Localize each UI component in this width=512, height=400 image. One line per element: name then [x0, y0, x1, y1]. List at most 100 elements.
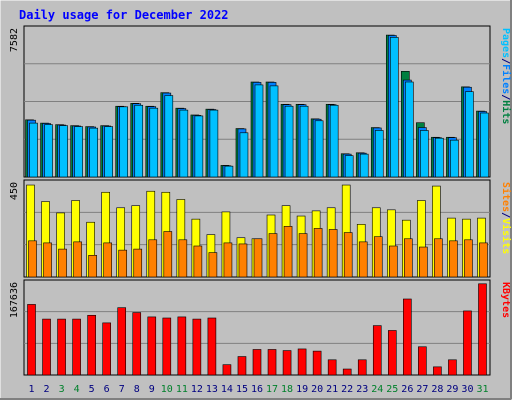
bar-pages [269, 85, 279, 178]
bar-sites [118, 249, 128, 278]
bar-sites [193, 245, 203, 278]
x-tick-label: 1 [29, 384, 35, 395]
bar-pages [389, 37, 399, 178]
x-tick-label: 31 [476, 384, 488, 395]
bar-kbytes [418, 346, 427, 376]
bar-sites [479, 242, 488, 278]
bar-sites [373, 236, 383, 278]
panel-kbytes: 167636 KBytes [9, 279, 511, 376]
bar-sites [283, 226, 293, 278]
bar-sites [43, 242, 52, 278]
bar-kbytes [222, 364, 232, 376]
panel-visits-sites: 450 Sites/Visits [9, 179, 512, 278]
x-tick-label: 14 [221, 384, 233, 395]
bar-sites [328, 229, 338, 278]
bar-kbytes [57, 318, 66, 376]
x-tick-label: 8 [134, 384, 140, 395]
legend: Pages/Files/Hits [500, 28, 512, 124]
bar-pages [149, 107, 159, 178]
bar-sites [449, 240, 458, 278]
y-max-label: 167636 [9, 282, 20, 318]
bar-pages [74, 126, 83, 178]
bar-pages [134, 104, 144, 178]
bar-sites [268, 233, 278, 278]
bar-kbytes [162, 317, 172, 376]
bar-sites [163, 231, 173, 278]
bar-pages [359, 153, 369, 178]
legend-entry: Pages [500, 28, 511, 58]
y-max-label: 7582 [9, 28, 20, 52]
bar-sites [298, 233, 308, 278]
x-tick-label: 18 [281, 384, 293, 395]
bar-pages [194, 115, 204, 178]
x-tick-label: 2 [44, 384, 50, 395]
bar-kbytes [342, 368, 352, 376]
bar-kbytes [147, 316, 157, 376]
bar-sites [388, 245, 398, 278]
bar-sites [208, 252, 218, 278]
bar-kbytes [177, 316, 187, 376]
bar-kbytes [387, 330, 397, 376]
bar-sites [133, 248, 143, 278]
bar-kbytes [102, 322, 111, 376]
bar-pages [480, 112, 489, 178]
bar-kbytes [207, 317, 217, 376]
bar-kbytes [463, 310, 472, 376]
bar-sites [28, 240, 37, 278]
bar-sites [419, 246, 428, 278]
bar-pages [44, 124, 53, 178]
bar-kbytes [282, 350, 292, 376]
bar-sites [178, 239, 188, 278]
bar-pages [314, 120, 324, 178]
x-tick-label: 6 [104, 384, 110, 395]
bar-kbytes [357, 359, 367, 376]
legend: Sites/Visits [500, 182, 512, 254]
bar-kbytes [327, 359, 337, 376]
x-tick-label: 16 [251, 384, 263, 395]
bar-pages [254, 84, 264, 178]
bar-pages [374, 130, 384, 178]
x-tick-label: 3 [59, 384, 65, 395]
bar-pages [164, 95, 174, 178]
bar-pages [405, 81, 414, 178]
bar-kbytes [448, 359, 457, 376]
bar-pages [224, 165, 234, 178]
x-tick-label: 25 [386, 384, 398, 395]
bar-kbytes [192, 318, 202, 376]
legend-entry: Visits [500, 218, 512, 254]
bar-kbytes [72, 318, 81, 376]
bar-kbytes [42, 318, 51, 376]
bar-sites [404, 238, 413, 278]
bar-kbytes [132, 312, 142, 376]
x-axis-day-labels: 1 2 3 4 5 6 7 8 9 10 11 12 13 14 15 16 17 18 19 20 21 22 23 24 2… [29, 384, 489, 395]
legend-entry: / [500, 212, 511, 218]
chart-panels: 7582 Pages/Files/Hits 450 Sites/Visits 16763… [9, 25, 512, 376]
bar-pages [209, 109, 219, 178]
bar-kbytes [87, 314, 96, 376]
bar-sites [343, 232, 353, 278]
bar-pages [89, 127, 98, 178]
bar-pages [284, 105, 294, 178]
bar-kbytes [372, 325, 382, 376]
bar-pages [104, 126, 113, 178]
x-tick-label: 4 [74, 384, 80, 395]
bar-kbytes [403, 298, 412, 376]
x-tick-label: 30 [461, 384, 473, 395]
legend-entry: Sites [500, 182, 512, 212]
x-tick-label: 20 [311, 384, 323, 395]
bar-pages [299, 105, 309, 178]
legend-entry: Hits [500, 100, 512, 124]
x-tick-label: 24 [371, 384, 383, 395]
x-tick-label: 17 [266, 384, 278, 395]
x-tick-label: 5 [89, 384, 95, 395]
bar-sites [313, 228, 323, 278]
bar-sites [58, 248, 67, 278]
y-max-label: 450 [9, 182, 20, 200]
x-tick-label: 26 [401, 384, 413, 395]
bar-sites [358, 241, 368, 278]
bar-pages [435, 137, 444, 178]
x-tick-label: 15 [236, 384, 248, 395]
bar-pages [119, 106, 129, 178]
bar-pages [450, 139, 459, 178]
bar-pages [344, 155, 354, 178]
